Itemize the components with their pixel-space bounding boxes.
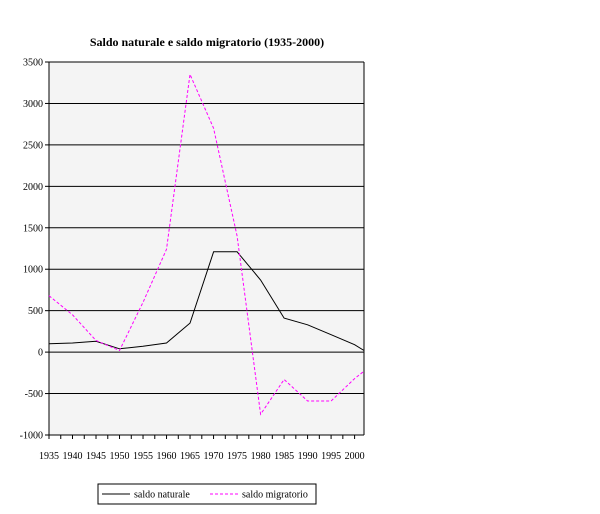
y-tick-label: 1500 <box>23 223 43 234</box>
y-axis: 3500 3000 2500 2000 1500 1000 500 0 -500 -1000 <box>20 58 365 442</box>
x-tick-label: 1980 <box>251 451 271 462</box>
y-tick-label: 1000 <box>23 265 43 276</box>
x-tick-label: 1970 <box>204 451 224 462</box>
chart-title: Saldo naturale e saldo migratorio (1935-… <box>90 35 324 49</box>
y-tick-label: 3500 <box>23 58 43 69</box>
x-tick-label: 1985 <box>274 451 294 462</box>
y-tick-label: -500 <box>25 389 43 400</box>
y-tick-label: 2000 <box>23 182 43 193</box>
x-tick-label: 1960 <box>157 451 177 462</box>
series-line-saldo-migratorio <box>48 72 365 416</box>
legend-box <box>97 483 317 505</box>
series-layer <box>48 72 365 416</box>
x-tick-label: 1990 <box>298 451 318 462</box>
y-tick-label: 2500 <box>23 140 43 151</box>
y-tick-label: 500 <box>28 306 43 317</box>
x-tick-label: 1995 <box>321 451 341 462</box>
series-line-saldo-naturale <box>48 251 365 351</box>
x-tick-label: 1965 <box>180 451 200 462</box>
legend-label: saldo naturale <box>134 490 190 501</box>
legend-label: saldo migratorio <box>242 490 308 501</box>
x-tick-label: 1940 <box>63 451 83 462</box>
plot-area-background <box>49 62 364 435</box>
x-tick-label: 1950 <box>110 451 130 462</box>
x-axis: 1935 1940 1945 1950 1955 1960 1965 1970 1975 1980… <box>39 434 365 462</box>
x-tick-label: 1945 <box>86 451 106 462</box>
y-tick-label: 3000 <box>23 99 43 110</box>
y-tick-label: -1000 <box>20 431 43 442</box>
x-tick-label: 1955 <box>133 451 153 462</box>
y-tick-label: 0 <box>38 348 43 359</box>
x-tick-label: 1975 <box>227 451 247 462</box>
x-tick-label: 1935 <box>39 451 59 462</box>
x-tick-label: 2000 <box>345 451 365 462</box>
legend: saldo naturale saldo migratorio <box>97 483 317 505</box>
